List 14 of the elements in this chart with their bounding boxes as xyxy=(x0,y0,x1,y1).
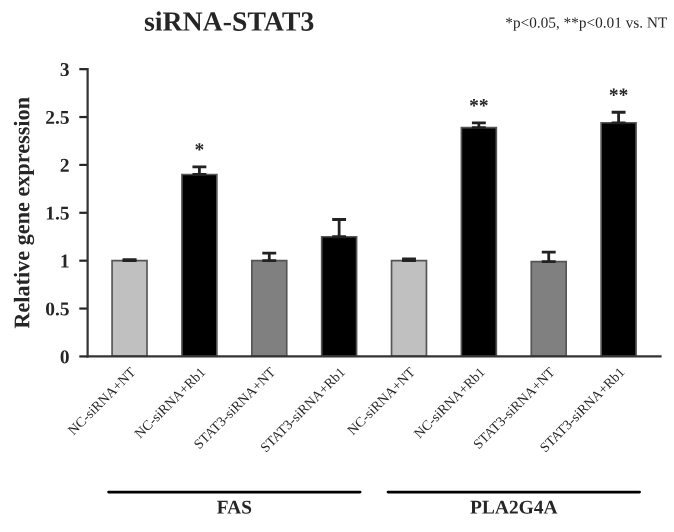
data-label: * xyxy=(195,143,204,151)
text: FAS xyxy=(217,500,252,514)
y-tick-label: 0.5 xyxy=(46,302,69,316)
y-axis-title: Relative gene expression xyxy=(13,97,35,329)
y-tick-label: 0 xyxy=(60,350,69,364)
chart-title: siRNA-STAT3 xyxy=(144,11,314,31)
y-tick-label: 1.5 xyxy=(46,206,69,220)
data-label: ** xyxy=(609,88,628,96)
y-tick-label: 1 xyxy=(61,254,69,268)
y-tick-label: 2.5 xyxy=(46,110,69,125)
y-tick-label: 2 xyxy=(60,158,69,172)
data-label: ** xyxy=(469,99,488,107)
y-tick-label: 3 xyxy=(60,63,69,77)
text: PLA2G4A xyxy=(470,500,558,514)
